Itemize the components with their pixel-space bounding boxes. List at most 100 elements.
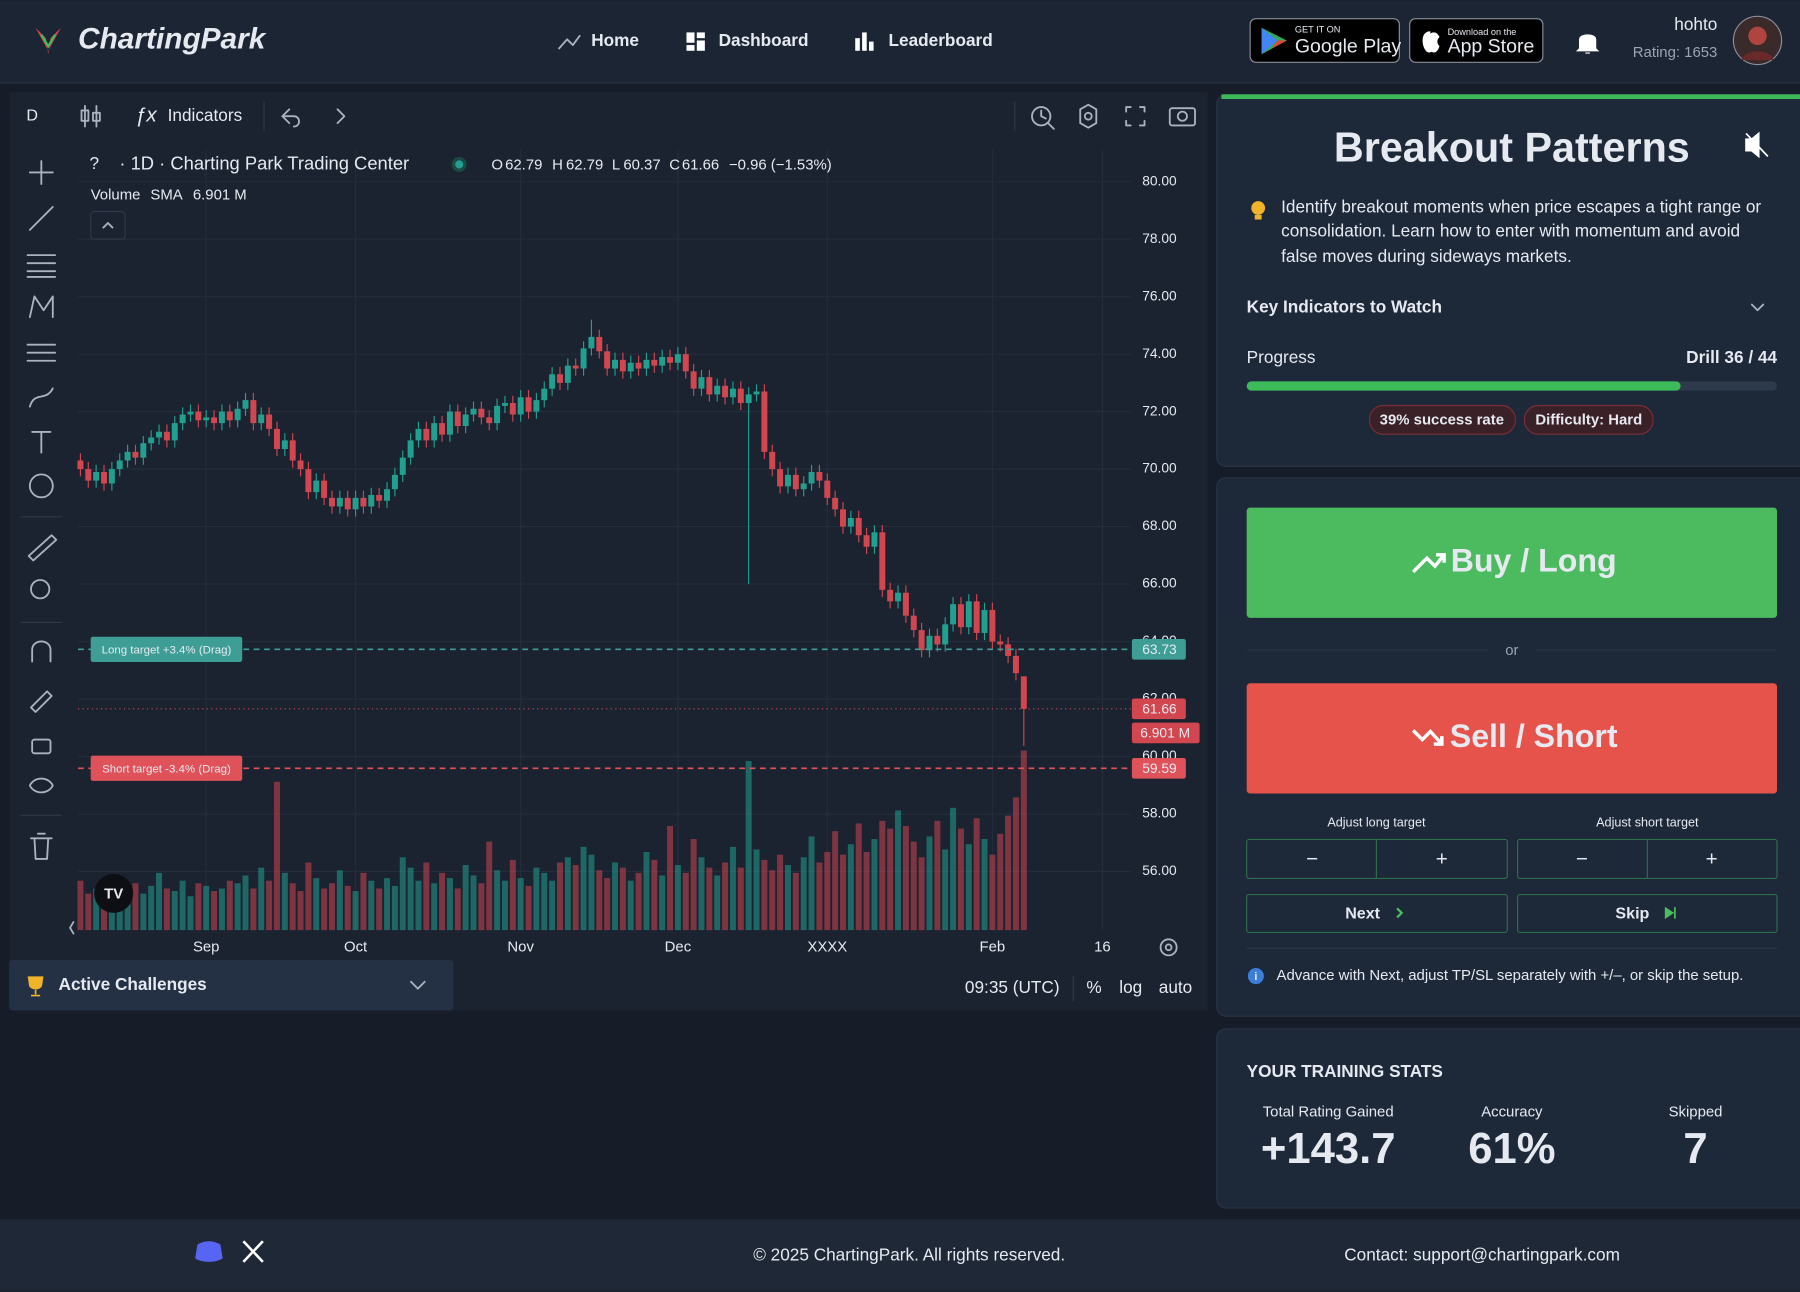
chart-type-icon[interactable] bbox=[80, 104, 101, 128]
candle-body bbox=[840, 509, 846, 527]
volume-bar bbox=[156, 872, 163, 931]
undo[interactable] bbox=[281, 108, 300, 128]
emoji-tool[interactable] bbox=[28, 473, 54, 499]
candle-body bbox=[635, 362, 642, 369]
crosshair-tool[interactable] bbox=[28, 160, 54, 185]
nav-dashboard[interactable]: Dashboard bbox=[686, 30, 808, 51]
settings-icon[interactable] bbox=[1079, 103, 1098, 129]
brush-tool[interactable] bbox=[28, 387, 54, 408]
tv-logo[interactable]: TV bbox=[94, 873, 134, 913]
volume-bar bbox=[494, 870, 501, 931]
volume-bar bbox=[643, 852, 650, 931]
pattern-tool[interactable] bbox=[28, 295, 54, 319]
candle-body bbox=[564, 365, 571, 383]
volume-bar bbox=[667, 826, 674, 931]
avatar[interactable] bbox=[1732, 15, 1783, 66]
candle-body bbox=[313, 480, 320, 493]
magnet-tool[interactable] bbox=[31, 640, 52, 663]
nav-link: Leaderboard bbox=[889, 30, 993, 50]
volume-bar bbox=[706, 867, 713, 931]
text-tool[interactable] bbox=[31, 430, 52, 454]
candle-body bbox=[501, 403, 508, 406]
target-label[interactable]: Short target -3.4% (Drag) bbox=[102, 763, 231, 775]
key-indicators-toggle[interactable]: Key Indicators to Watch bbox=[1247, 296, 1765, 316]
target-label[interactable]: Long target +3.4% (Drag) bbox=[102, 644, 232, 656]
redo[interactable] bbox=[336, 108, 346, 125]
delete-tool[interactable] bbox=[30, 832, 53, 860]
candle-body bbox=[179, 414, 186, 424]
buy-button[interactable]: Buy / Long bbox=[1246, 507, 1778, 618]
trendline-tool[interactable] bbox=[28, 205, 54, 231]
short-plus[interactable]: + bbox=[1706, 848, 1718, 871]
lock-draw-tool[interactable] bbox=[30, 690, 53, 713]
long-minus[interactable]: − bbox=[1306, 848, 1318, 871]
volume-bar bbox=[840, 854, 846, 931]
volume-bar bbox=[808, 836, 815, 931]
logo[interactable]: ChartingPark bbox=[35, 22, 267, 55]
y-tick-label: 68.00 bbox=[1142, 518, 1177, 533]
app-store-badge[interactable]: Download on the App Store bbox=[1409, 18, 1544, 63]
collapse-legend[interactable] bbox=[90, 210, 126, 240]
next-button[interactable]: Next bbox=[1246, 893, 1508, 933]
volume-bar bbox=[470, 875, 477, 931]
candle-body bbox=[981, 609, 988, 633]
nav-leaderboard[interactable]: Leaderboard bbox=[855, 30, 993, 51]
projection-tool[interactable] bbox=[26, 343, 57, 362]
candle-body bbox=[667, 357, 674, 363]
time-zone[interactable]: 09:35 (UTC) bbox=[965, 977, 1060, 997]
candle-body bbox=[997, 641, 1004, 645]
contact-email[interactable]: support@chartingpark.com bbox=[1413, 1245, 1620, 1265]
candle-body bbox=[887, 589, 894, 602]
axis-settings[interactable] bbox=[1159, 938, 1178, 957]
google-play-badge[interactable]: GET IT ON Google Play bbox=[1249, 18, 1401, 63]
badge-small: GET IT ON bbox=[1295, 25, 1341, 35]
interval[interactable]: D bbox=[26, 106, 38, 124]
x-link[interactable] bbox=[242, 1240, 264, 1263]
short-minus[interactable]: − bbox=[1576, 848, 1588, 871]
sell-button[interactable]: Sell / Short bbox=[1246, 683, 1778, 794]
notifications-icon[interactable] bbox=[1575, 34, 1600, 54]
volume-bar bbox=[132, 883, 139, 931]
volume-bar bbox=[792, 872, 799, 931]
candle-body bbox=[211, 417, 218, 424]
candle-body bbox=[910, 615, 917, 631]
ohlc-change: −0.96 (−1.53%) bbox=[729, 157, 832, 174]
skip-button[interactable]: Skip bbox=[1517, 893, 1778, 933]
zoom-tool[interactable] bbox=[30, 579, 51, 600]
y-tick-label: 72.00 bbox=[1142, 403, 1177, 418]
bulb bbox=[1251, 201, 1266, 215]
mute-icon[interactable] bbox=[1745, 131, 1769, 159]
scroll-left[interactable] bbox=[69, 921, 75, 935]
volume-bar bbox=[981, 839, 988, 931]
user-rating: Rating: 1653 bbox=[1633, 44, 1718, 61]
discord-link[interactable] bbox=[195, 1241, 223, 1262]
percent-toggle[interactable]: % bbox=[1086, 977, 1101, 997]
indicators-button[interactable]: ƒx Indicators bbox=[135, 104, 242, 127]
button-bg bbox=[1246, 683, 1778, 794]
nav-home[interactable]: Home bbox=[558, 30, 639, 50]
difficulty-badge: Difficulty: Hard bbox=[1535, 411, 1642, 428]
ohlc-key: C bbox=[669, 157, 680, 174]
log-toggle[interactable]: log bbox=[1119, 977, 1142, 997]
candle-body bbox=[847, 517, 854, 527]
candle-body bbox=[187, 411, 194, 415]
candle-body bbox=[1012, 655, 1019, 674]
replay-icon[interactable] bbox=[1031, 106, 1055, 130]
fib-tool[interactable] bbox=[26, 254, 57, 278]
ruler-tool[interactable] bbox=[27, 534, 58, 562]
auto-toggle[interactable]: auto bbox=[1159, 977, 1192, 997]
lock-tool[interactable] bbox=[31, 738, 52, 755]
candle-body bbox=[824, 480, 831, 498]
fullscreen-icon[interactable] bbox=[1125, 106, 1146, 127]
screenshot-icon[interactable] bbox=[1168, 107, 1196, 127]
long-plus[interactable]: + bbox=[1436, 848, 1448, 871]
active-challenges[interactable]: Active Challenges bbox=[9, 959, 454, 1011]
candle-body bbox=[934, 635, 941, 645]
volume-bar bbox=[336, 870, 343, 931]
icon-stroke bbox=[92, 111, 101, 122]
help[interactable]: ? bbox=[90, 153, 100, 173]
candle-body bbox=[195, 411, 202, 421]
avatar-face bbox=[1748, 26, 1767, 46]
hide-tool[interactable] bbox=[28, 777, 54, 794]
progress-fill bbox=[1246, 381, 1681, 391]
